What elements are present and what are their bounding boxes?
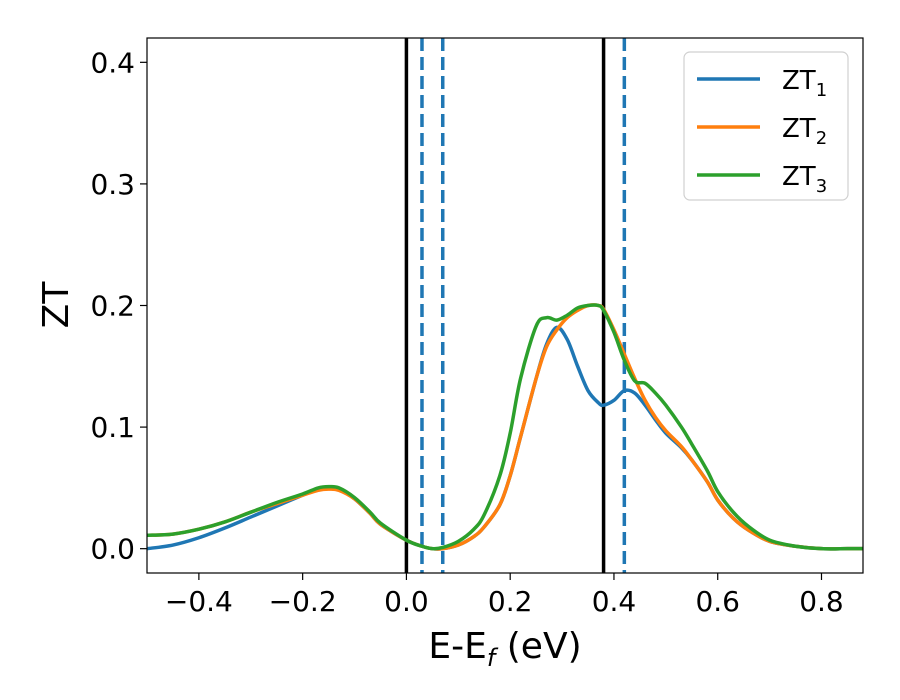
legend-label-zt3: ZT3 (782, 162, 827, 197)
x-axis-label: E-Ef (eV) (428, 626, 581, 672)
x-tick-label: 0.2 (488, 585, 533, 618)
series-line-zt3 (147, 303, 863, 551)
y-tick-label: 0.1 (90, 411, 135, 444)
legend-box (683, 51, 849, 201)
vertical-markers (404, 38, 627, 573)
y-tick-label: 0.4 (90, 46, 135, 79)
legend-label-zt1: ZT1 (782, 66, 827, 101)
y-tick-label: 0.2 (90, 290, 135, 323)
x-tick-label: 0.8 (799, 585, 844, 618)
y-axis-ticks: 0.0 0.1 0.2 0.3 0.4 (90, 46, 147, 566)
legend-label-zt2: ZT2 (782, 114, 827, 149)
x-tick-label: 0.4 (592, 585, 637, 618)
series-line-zt2 (147, 303, 863, 551)
series-lines (147, 303, 863, 551)
legend: ZT1 ZT2 ZT3 (683, 51, 849, 201)
x-tick-label: 0.0 (384, 585, 429, 618)
y-tick-label: 0.0 (90, 533, 135, 566)
y-axis-label: ZT (36, 281, 77, 329)
x-axis-label-main: E-E (428, 626, 486, 667)
y-tick-label: 0.3 (90, 168, 135, 201)
x-axis-label-unit: (eV) (495, 626, 581, 667)
x-tick-label: −0.4 (165, 585, 233, 618)
x-tick-label: 0.6 (695, 585, 740, 618)
x-tick-label: −0.2 (269, 585, 337, 618)
x-axis-ticks: −0.4 −0.2 0.0 0.2 0.4 0.6 0.8 (165, 573, 844, 618)
